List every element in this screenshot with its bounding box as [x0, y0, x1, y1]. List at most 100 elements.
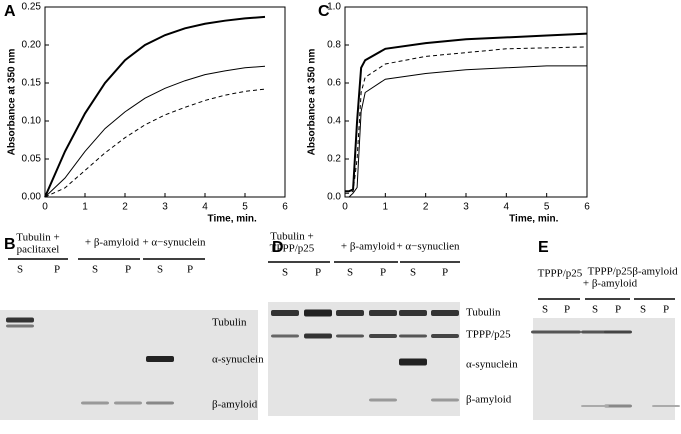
band-marker: α-synuclein — [466, 359, 518, 371]
x-tick-label: 1 — [82, 202, 88, 213]
x-tick-label: 2 — [122, 202, 128, 213]
group-label: + β-amyloid — [341, 241, 396, 253]
gel-band — [336, 310, 364, 316]
y-tick-label: 0.0 — [327, 192, 341, 203]
group-label: + β-amyloid — [583, 278, 638, 290]
x-tick-label: 1 — [383, 202, 389, 213]
lane-label: P — [315, 267, 321, 279]
gel-band — [271, 310, 299, 316]
gel-band — [6, 324, 34, 328]
data-line — [345, 32, 588, 193]
gel-band — [399, 334, 427, 338]
y-tick-label: 0.6 — [327, 78, 341, 89]
gel-band — [604, 330, 632, 334]
lane-label: S — [157, 264, 163, 276]
lane-label: P — [442, 267, 448, 279]
y-tick-label: 0.4 — [327, 116, 341, 127]
x-tick-label: 0 — [42, 202, 48, 213]
x-tick-label: 5 — [544, 202, 550, 213]
gel-band — [652, 405, 680, 407]
lane-label: P — [663, 304, 669, 316]
gel-band — [6, 317, 34, 323]
gel-image — [533, 318, 675, 420]
x-tick-label: 6 — [584, 202, 590, 213]
data-line — [44, 88, 266, 198]
y-tick-label: 0.10 — [22, 116, 42, 127]
band-marker: β-amyloid — [466, 394, 512, 406]
lane-label: S — [542, 304, 548, 316]
lane-label: S — [282, 267, 288, 279]
y-tick-label: 1.0 — [327, 2, 341, 13]
band-marker: α-synuclein — [212, 354, 264, 366]
group-label: β-amyloid — [632, 266, 678, 278]
y-tick-label: 0.2 — [327, 154, 341, 165]
group-label: TPPP/p25 — [588, 266, 633, 278]
group-label: TPPP/p25 — [538, 268, 583, 280]
y-axis-label: Absorbance at 350 nm — [307, 49, 318, 156]
lane-label: P — [125, 264, 131, 276]
gel-band — [304, 309, 332, 317]
lane-label: P — [564, 304, 570, 316]
x-tick-label: 3 — [162, 202, 168, 213]
group-label: + α−synuclein — [142, 237, 206, 249]
lane-label: S — [17, 264, 23, 276]
gel-band — [431, 334, 459, 338]
band-marker: TPPP/p25 — [466, 329, 511, 341]
gel-band — [146, 401, 174, 405]
group-label: Tubulin + — [270, 231, 313, 243]
gel-band — [604, 404, 632, 408]
lane-label: S — [347, 267, 353, 279]
x-tick-label: 2 — [423, 202, 429, 213]
y-tick-label: 0.05 — [22, 154, 42, 165]
panel-letter: E — [538, 239, 549, 256]
gel-band — [531, 330, 559, 334]
panel-letter: D — [272, 239, 284, 256]
gel-band — [304, 333, 332, 339]
y-axis-label: Absorbance at 350 nm — [7, 49, 18, 156]
lane-label: S — [640, 304, 646, 316]
data-line — [345, 46, 588, 194]
x-tick-label: 0 — [342, 202, 348, 213]
group-label: TPPP/p25 — [270, 243, 315, 255]
gel-band — [431, 310, 459, 316]
gel-band — [581, 330, 609, 334]
y-tick-label: 0.00 — [22, 192, 42, 203]
lane-label: P — [187, 264, 193, 276]
y-tick-label: 0.25 — [22, 2, 42, 13]
x-tick-label: 4 — [504, 202, 510, 213]
y-tick-label: 0.15 — [22, 78, 42, 89]
gel-band — [399, 310, 427, 316]
lane-label: P — [54, 264, 60, 276]
gel-band — [431, 398, 459, 402]
band-marker: Tubulin — [466, 307, 501, 319]
data-line — [44, 65, 266, 198]
y-tick-label: 0.8 — [327, 40, 341, 51]
gel-band — [114, 401, 142, 405]
band-marker: β-amyloid — [212, 399, 258, 411]
lane-label: P — [615, 304, 621, 316]
group-label: Tubulin + — [16, 232, 59, 244]
x-axis-label: Time, min. — [509, 214, 558, 225]
gel-band — [146, 356, 174, 362]
gel-band — [581, 405, 609, 407]
gel-band — [399, 358, 427, 366]
gel-band — [553, 330, 581, 334]
lane-label: S — [410, 267, 416, 279]
group-label: paclitaxel — [17, 244, 60, 256]
gel-band — [369, 310, 397, 316]
band-marker: Tubulin — [212, 317, 247, 329]
lane-label: S — [92, 264, 98, 276]
x-tick-label: 3 — [463, 202, 469, 213]
x-tick-label: 4 — [202, 202, 208, 213]
group-label: + α−synuclien — [396, 241, 460, 253]
gel-band — [369, 334, 397, 338]
gel-band — [336, 334, 364, 338]
panel-letter: A — [4, 3, 16, 20]
x-axis-label: Time, min. — [208, 214, 257, 225]
x-tick-label: 5 — [242, 202, 248, 213]
gel-band — [271, 334, 299, 338]
y-tick-label: 0.20 — [22, 40, 42, 51]
gel-band — [81, 401, 109, 405]
panel-letter: B — [4, 236, 16, 253]
